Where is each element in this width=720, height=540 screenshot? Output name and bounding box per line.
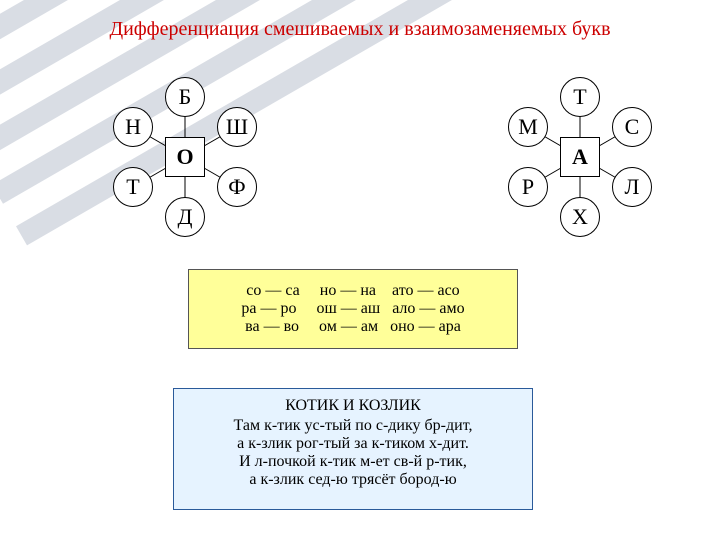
cluster-satellite: С [612,107,652,147]
poem-line: а к-злик сед-ю трясёт бород-ю [186,471,520,489]
letter-cluster: АТСЛХРМ [470,62,690,252]
cluster-satellite: Л [612,167,652,207]
page-title-text: Дифференциация смешиваемых и взаимозамен… [109,18,610,40]
cluster-satellite: Т [113,167,153,207]
cluster-satellite: Х [560,197,600,237]
poem-body: Там к-тик ус-тый по с-дику бр-дит,а к-зл… [186,417,520,489]
cluster-center: О [165,137,205,177]
poem-line: И л-почкой к-тик м-ет св-й р-тик, [186,453,520,471]
cluster-satellite: Ш [217,107,257,147]
cluster-center: А [560,137,600,177]
cluster-satellite: Ф [217,167,257,207]
poem-line: Там к-тик ус-тый по с-дику бр-дит, [186,417,520,435]
poem-line: а к-злик рог-тый за к-тиком х-дит. [186,435,520,453]
cluster-satellite: М [508,107,548,147]
cluster-satellite: Д [165,197,205,237]
poem-title: КОТИК И КОЗЛИК [186,397,520,415]
cluster-satellite: Б [165,77,205,117]
syllable-pairs-text: со — са но — на ато — асо ра — ро ош — а… [241,282,464,336]
cluster-satellite: Р [508,167,548,207]
poem-box: КОТИК И КОЗЛИК Там к-тик ус-тый по с-дик… [173,388,533,510]
syllable-pairs-box: со — са но — на ато — асо ра — ро ош — а… [188,269,518,349]
letter-cluster: ОБШФДТН [75,62,295,252]
cluster-satellite: Т [560,77,600,117]
cluster-satellite: Н [113,107,153,147]
page-title: Дифференциация смешиваемых и взаимозамен… [0,18,720,41]
